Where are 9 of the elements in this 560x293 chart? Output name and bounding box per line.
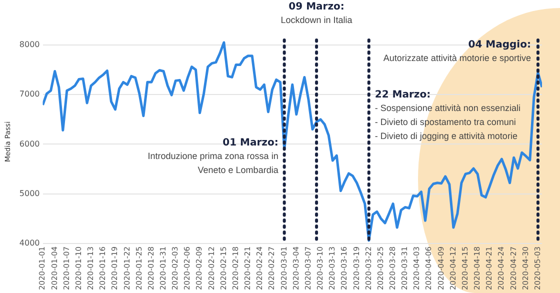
ref-line-label: 01 Marzo: Introduzione prima zona rossa in Veneto e Lombardia xyxy=(148,138,278,175)
y-tick-label: 7000 xyxy=(19,90,40,99)
y-tick-label: 6000 xyxy=(19,139,40,148)
y-tick-label: 4000 xyxy=(19,238,40,248)
y-tick-label: 8000 xyxy=(19,40,40,50)
ref-line-label: 22 Marzo: - Sospensione attività non essenziali - Divieto di spostamento tra comuni - Divieto di jogging e attività motorie xyxy=(374,90,520,141)
ref-line-label: 09 Marzo: Lockdown in Italia xyxy=(280,2,352,25)
y-tick-label: 5000 xyxy=(19,188,40,198)
ref-line-label: 04 Maggio: Autorizzate attività motorie e sportive xyxy=(383,40,531,63)
